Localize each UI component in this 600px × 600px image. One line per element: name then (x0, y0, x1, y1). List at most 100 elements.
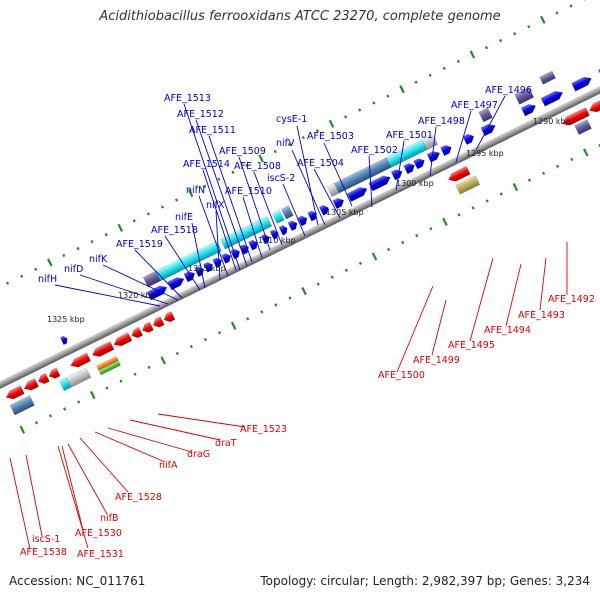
major-tick (371, 252, 378, 261)
major-tick (328, 119, 335, 128)
major-tick (117, 223, 123, 232)
gene-label: AFE_1492 (548, 294, 595, 305)
feature-box (326, 182, 340, 197)
reverse-gene-arrow (48, 367, 61, 379)
feature-box (514, 87, 535, 105)
feature-box (574, 119, 592, 135)
leader-line (253, 171, 283, 246)
gene-label: AFE_1530 (75, 528, 122, 539)
leader-line (129, 419, 221, 441)
minor-tick (105, 386, 109, 390)
feature-box (272, 209, 285, 224)
gene-label: nifA (159, 460, 178, 471)
major-tick (469, 50, 476, 59)
gene-label: AFE_1501 (386, 130, 433, 141)
gene-label: AFE_1538 (20, 547, 67, 558)
gene-label: AFE_1509 (219, 146, 266, 157)
leader-line (157, 413, 246, 428)
gene-label: nifN (186, 185, 205, 196)
feature-box (539, 70, 556, 85)
major-tick (160, 356, 166, 365)
leader-line (198, 195, 229, 277)
major-tick (540, 15, 546, 24)
minor-tick (273, 149, 277, 154)
leader-line (475, 95, 506, 151)
kbp-label: 1325 kbp (47, 315, 85, 324)
gene-label: nifB (100, 513, 119, 524)
minor-tick (62, 253, 66, 258)
gene-label: AFE_1494 (484, 325, 531, 336)
minor-tick (218, 331, 222, 335)
feature-box (98, 360, 121, 376)
accession-text: Accession: NC_011761 (9, 574, 146, 588)
reverse-gene-arrow (448, 165, 471, 182)
gene-label: AFE_1510 (225, 186, 272, 197)
leader-line (291, 149, 326, 226)
label-leader-lines (9, 95, 568, 550)
forward-gene-arrow (297, 215, 308, 227)
leader-line (208, 135, 253, 263)
minor-tick (527, 178, 532, 182)
major-tick (301, 287, 307, 296)
kbp-label: 1290 kbp (533, 117, 571, 126)
forward-gene-arrow (571, 76, 592, 92)
minor-tick (442, 66, 446, 70)
forward-gene-arrow (59, 335, 68, 345)
minor-tick (471, 206, 475, 210)
minor-tick (484, 45, 489, 50)
leader-line (183, 103, 241, 271)
gene-label: draT (215, 438, 237, 449)
gene-label: AFE_1493 (518, 310, 565, 321)
minor-tick (132, 219, 136, 223)
minor-tick (555, 11, 559, 15)
gene-label: nifD (64, 264, 83, 275)
minor-tick (34, 421, 38, 425)
gene-label: cysE-1 (276, 114, 307, 125)
leader-line (505, 263, 522, 327)
leader-line (67, 443, 108, 515)
feature-box (386, 139, 428, 168)
kbp-label: 1305 kbp (326, 208, 364, 217)
gene-label: iscS-2 (267, 173, 295, 184)
leader-line (107, 427, 193, 453)
major-tick (19, 425, 26, 434)
minor-tick (119, 379, 123, 383)
leader-line (61, 445, 84, 531)
minor-tick (330, 275, 334, 279)
major-tick (399, 85, 405, 94)
scale-ticks (5, 0, 600, 434)
minor-tick (570, 157, 574, 162)
minor-tick (386, 94, 390, 98)
reverse-gene-arrow (163, 311, 176, 323)
minor-tick (147, 365, 151, 369)
feature-box (96, 355, 119, 371)
leader-line (296, 125, 319, 226)
leader-line (191, 222, 206, 289)
leader-line (238, 156, 271, 251)
forward-gene-arrow (319, 205, 329, 216)
leader-line (134, 249, 183, 299)
forward-gene-arrow (520, 104, 537, 117)
gene-label: AFE_1498 (418, 116, 465, 127)
major-tick (90, 390, 96, 400)
gene-label: iscS-1 (32, 534, 60, 545)
gene-label: AFE_1508 (234, 161, 281, 172)
minor-tick (513, 32, 517, 36)
minor-tick (415, 233, 419, 238)
gene-features (5, 66, 600, 416)
feature-box (155, 240, 222, 282)
reverse-gene-arrow (5, 385, 25, 400)
forward-gene-labels: AFE_1496 AFE_1497 AFE_1498 AFE_1501 AFE_… (38, 85, 532, 285)
genome-summary-text: Topology: circular; Length: 2,982,397 bp… (260, 574, 590, 588)
minor-tick (287, 142, 291, 147)
minor-tick (485, 199, 489, 203)
minor-tick (231, 170, 235, 174)
reverse-gene-labels: AFE_1492 AFE_1493 AFE_1494 AFE_1495 AFE_… (20, 294, 595, 560)
minor-tick (175, 198, 179, 202)
leader-line (54, 284, 161, 307)
minor-tick (104, 233, 108, 237)
minor-tick (133, 372, 137, 376)
minor-tick (429, 227, 433, 231)
leader-line (215, 210, 221, 281)
leader-line (323, 142, 353, 207)
